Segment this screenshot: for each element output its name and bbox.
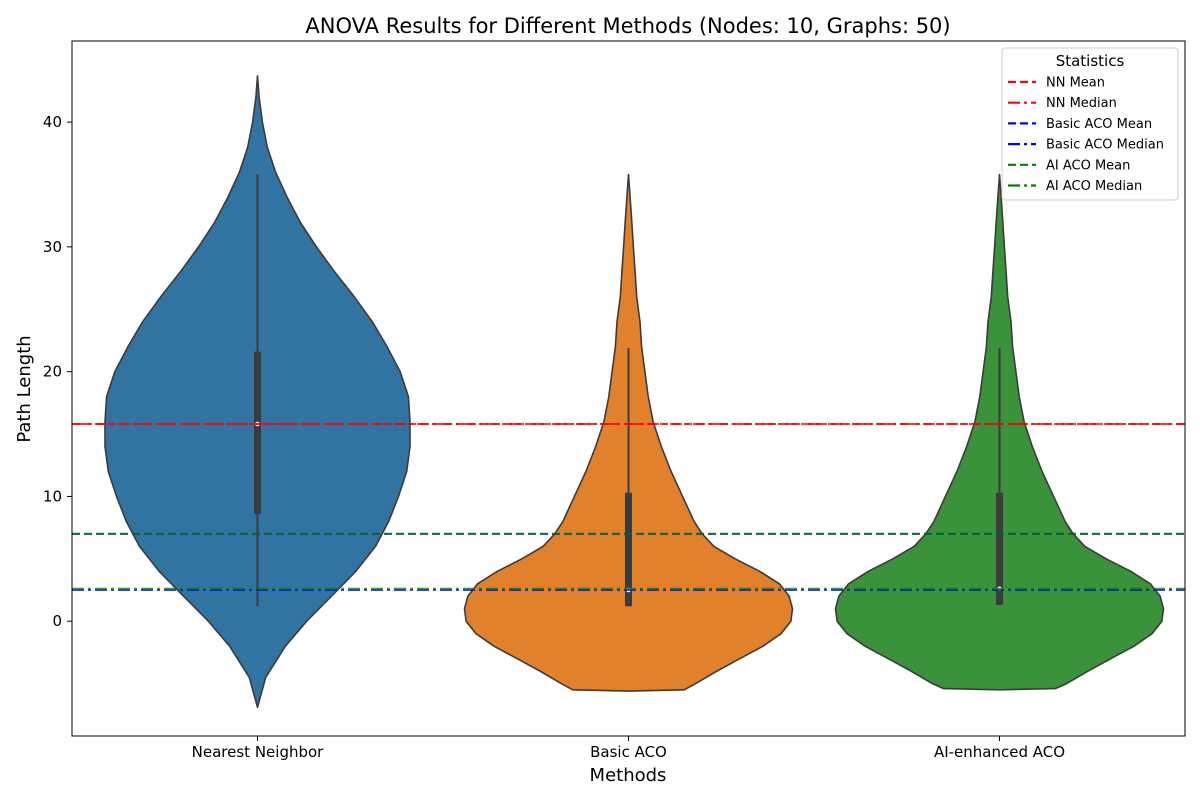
legend-entry-nn-median: NN Median <box>1046 96 1117 111</box>
legend-entry-nn-mean: NN Mean <box>1046 76 1105 91</box>
legend-title: Statistics <box>1056 52 1125 70</box>
y-tick-label: 40 <box>43 113 62 131</box>
y-axis-label: Path Length <box>14 335 35 442</box>
legend-box <box>1001 47 1179 201</box>
iqr-box-ai-enhanced-aco <box>996 492 1003 605</box>
plot-area <box>72 75 1185 709</box>
chart-title: ANOVA Results for Different Methods (Nod… <box>305 14 950 38</box>
y-tick-label: 30 <box>43 238 62 256</box>
axes: 0 10 20 30 40 Nearest Neighbor Basic ACO AI-enh… <box>43 40 1186 761</box>
x-tick-label: Basic ACO <box>590 743 667 761</box>
legend-entry-ai-aco-mean: AI ACO Mean <box>1046 158 1130 173</box>
y-tick-label: 20 <box>43 363 62 381</box>
legend-entry-basic-aco-median: Basic ACO Median <box>1046 138 1164 153</box>
y-tick-label: 0 <box>52 612 62 630</box>
x-axis-label: Methods <box>590 765 667 786</box>
x-tick-label: AI-enhanced ACO <box>934 743 1065 761</box>
legend-entry-basic-aco-mean: Basic ACO Mean <box>1046 117 1152 132</box>
legend: Statistics NN Mean NN Median Basic ACO Mean… <box>1001 47 1179 201</box>
plot-content <box>72 75 1185 709</box>
iqr-box-nearest-neighbor <box>254 351 261 514</box>
x-tick-label: Nearest Neighbor <box>192 743 325 761</box>
y-tick-label: 10 <box>43 487 62 505</box>
iqr-box-basic-aco <box>625 492 632 607</box>
legend-entry-ai-aco-median: AI ACO Median <box>1046 179 1142 194</box>
